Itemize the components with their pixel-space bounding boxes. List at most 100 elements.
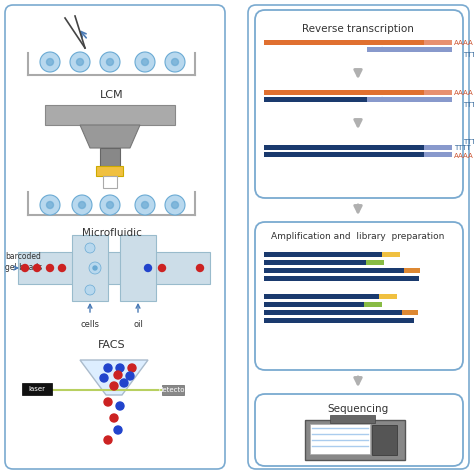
Circle shape xyxy=(142,201,148,209)
Text: FACS: FACS xyxy=(98,340,126,350)
Bar xyxy=(162,385,184,395)
Text: LCM: LCM xyxy=(100,90,124,100)
Circle shape xyxy=(120,379,128,387)
Bar xyxy=(100,148,120,166)
Circle shape xyxy=(100,195,120,215)
Circle shape xyxy=(72,195,92,215)
Circle shape xyxy=(135,52,155,72)
Circle shape xyxy=(85,243,95,253)
Bar xyxy=(22,383,52,395)
Circle shape xyxy=(126,372,134,380)
Bar xyxy=(264,40,424,45)
Text: cells: cells xyxy=(81,320,100,329)
Bar xyxy=(372,425,397,455)
Circle shape xyxy=(46,264,54,272)
Circle shape xyxy=(158,264,165,272)
Bar xyxy=(402,310,418,315)
Bar xyxy=(45,105,175,125)
Bar xyxy=(264,97,367,102)
Circle shape xyxy=(34,264,40,272)
Bar xyxy=(264,90,424,95)
Circle shape xyxy=(89,262,101,274)
Circle shape xyxy=(165,52,185,72)
Bar xyxy=(264,260,366,265)
Polygon shape xyxy=(80,125,140,148)
Text: TTTT: TTTT xyxy=(463,52,474,58)
FancyBboxPatch shape xyxy=(248,5,469,469)
FancyBboxPatch shape xyxy=(5,5,225,469)
Bar xyxy=(404,268,420,273)
Circle shape xyxy=(145,264,152,272)
Circle shape xyxy=(104,398,112,406)
Circle shape xyxy=(76,58,83,65)
Circle shape xyxy=(172,201,179,209)
Bar xyxy=(264,294,379,299)
Bar xyxy=(264,310,402,315)
Bar xyxy=(18,252,210,284)
Text: TTTT: TTTT xyxy=(463,102,474,108)
Text: AAAA: AAAA xyxy=(454,153,474,159)
Bar xyxy=(424,145,452,150)
Polygon shape xyxy=(80,360,148,395)
Circle shape xyxy=(100,374,108,382)
Text: detector: detector xyxy=(158,387,188,393)
Bar xyxy=(264,268,404,273)
Circle shape xyxy=(116,364,124,372)
Text: laser: laser xyxy=(28,386,46,392)
Circle shape xyxy=(104,364,112,372)
Bar xyxy=(103,176,117,188)
Bar xyxy=(264,276,419,281)
Text: Microfluidic: Microfluidic xyxy=(82,228,142,238)
FancyBboxPatch shape xyxy=(255,394,463,466)
Circle shape xyxy=(85,285,95,295)
FancyBboxPatch shape xyxy=(255,222,463,370)
Circle shape xyxy=(165,195,185,215)
Text: Reverse transcription: Reverse transcription xyxy=(302,24,414,34)
Bar xyxy=(424,40,452,45)
Bar xyxy=(330,415,375,423)
Bar xyxy=(382,252,400,257)
Bar xyxy=(366,260,384,265)
Bar xyxy=(72,235,108,301)
Circle shape xyxy=(58,264,65,272)
Circle shape xyxy=(40,52,60,72)
Circle shape xyxy=(46,201,54,209)
Bar xyxy=(264,252,382,257)
Bar xyxy=(264,152,424,157)
Circle shape xyxy=(135,195,155,215)
Bar xyxy=(310,424,370,454)
Circle shape xyxy=(93,266,97,270)
Circle shape xyxy=(70,52,90,72)
Bar xyxy=(305,420,405,460)
Bar xyxy=(264,145,424,150)
Bar xyxy=(264,302,364,307)
Circle shape xyxy=(100,52,120,72)
Circle shape xyxy=(21,264,28,272)
FancyBboxPatch shape xyxy=(255,10,463,198)
Text: TTTT: TTTT xyxy=(454,145,471,151)
Circle shape xyxy=(128,364,136,372)
Text: oil: oil xyxy=(133,320,143,329)
Bar xyxy=(264,318,414,323)
Circle shape xyxy=(114,371,122,379)
Circle shape xyxy=(104,436,112,444)
Bar xyxy=(367,97,452,102)
Bar xyxy=(96,166,123,176)
Text: AAAA: AAAA xyxy=(454,40,474,46)
Text: Sequencing: Sequencing xyxy=(328,404,389,414)
Circle shape xyxy=(172,58,179,65)
Bar xyxy=(424,90,452,95)
Circle shape xyxy=(46,58,54,65)
Bar xyxy=(364,302,382,307)
Text: Amplification and  library  preparation: Amplification and library preparation xyxy=(271,232,445,241)
Bar xyxy=(120,235,156,301)
Circle shape xyxy=(107,58,113,65)
Circle shape xyxy=(107,201,113,209)
Text: TTTT: TTTT xyxy=(463,139,474,145)
Circle shape xyxy=(197,264,203,272)
Circle shape xyxy=(110,414,118,422)
Bar xyxy=(379,294,397,299)
Circle shape xyxy=(79,201,85,209)
Text: barcoded
gel beads: barcoded gel beads xyxy=(5,252,42,272)
Circle shape xyxy=(142,58,148,65)
